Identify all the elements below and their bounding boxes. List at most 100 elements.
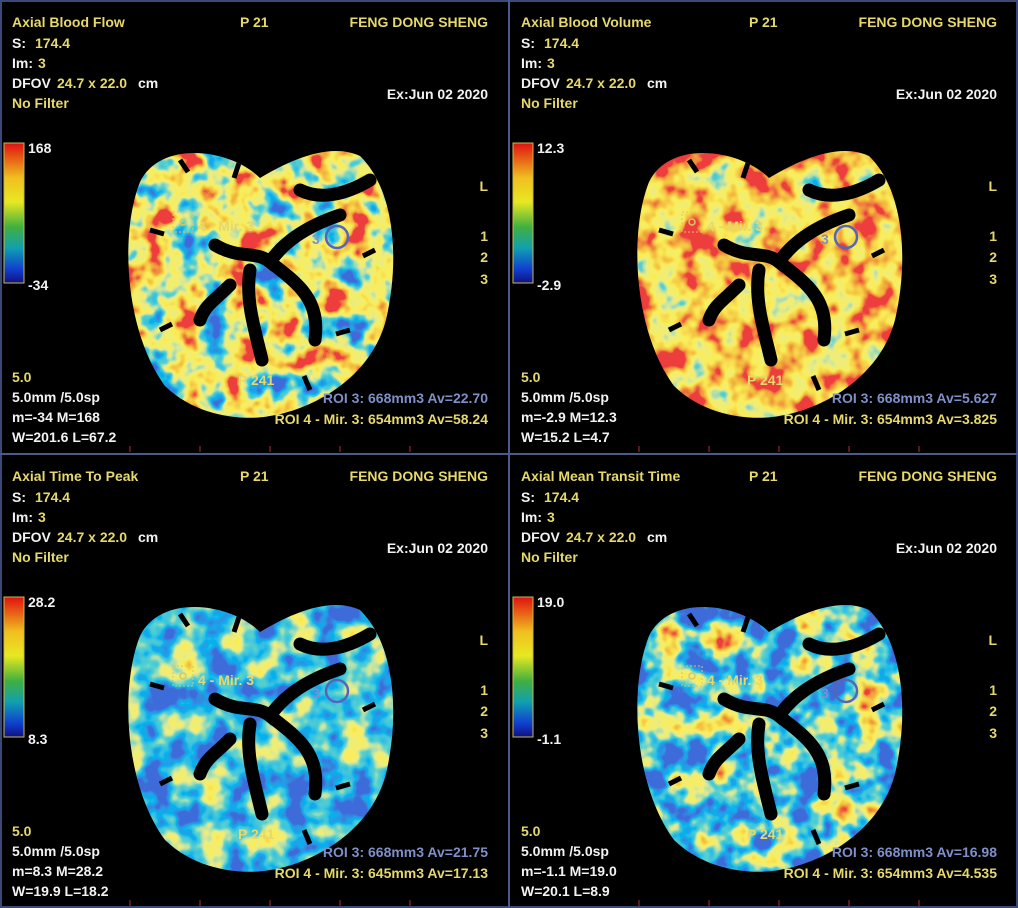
brain-map bbox=[128, 151, 394, 418]
ventricles bbox=[193, 173, 377, 367]
colorbar-min: -34 bbox=[28, 277, 48, 293]
roi-dot bbox=[688, 672, 696, 680]
value: 24.7 x 22.0 bbox=[57, 529, 127, 545]
side-label: L bbox=[479, 178, 488, 194]
roi-label: 4 - Mir. 3 bbox=[198, 672, 254, 688]
roi-dot bbox=[179, 672, 187, 680]
spacing: 5.0mm /5.0sp bbox=[521, 389, 609, 405]
ventricles bbox=[702, 627, 886, 821]
image-label: P 241 bbox=[747, 372, 784, 388]
unit: cm bbox=[647, 75, 667, 91]
roi-circle bbox=[833, 224, 859, 250]
sulci bbox=[658, 158, 886, 391]
spacing: 5.0mm /5.0sp bbox=[12, 389, 100, 405]
roi-stat: ROI 4 - Mir. 3: 654mm3 Av=4.535 bbox=[784, 865, 998, 881]
slice-thickness: 5.0 bbox=[521, 823, 541, 839]
side-label: L bbox=[479, 632, 488, 648]
side-label: L bbox=[988, 178, 997, 194]
side-label: 3 bbox=[989, 725, 997, 741]
spacing: 5.0mm /5.0sp bbox=[521, 843, 609, 859]
panel: Axial Blood Flow P 21 FENG DONG SHENG S: 174… bbox=[3, 14, 489, 452]
spacing: 5.0mm /5.0sp bbox=[12, 843, 100, 859]
roi-label: 3 bbox=[821, 685, 829, 701]
colorbar bbox=[512, 596, 534, 738]
side-label: 1 bbox=[989, 682, 997, 698]
title: Axial Blood Volume bbox=[521, 14, 652, 30]
roi-stat: ROI 4 - Mir. 3: 654mm3 Av=58.24 bbox=[275, 411, 489, 427]
roi-label: 4 - Mir. 3 bbox=[707, 672, 763, 688]
value: 3 bbox=[547, 55, 555, 71]
ventricles bbox=[193, 627, 377, 821]
side-label: 1 bbox=[989, 228, 997, 244]
range: m=8.3 M=28.2 bbox=[12, 863, 103, 879]
roi-label: 4 - Mir. 3 bbox=[707, 218, 763, 234]
value: 24.7 x 22.0 bbox=[57, 75, 127, 91]
range: m=-34 M=168 bbox=[12, 409, 100, 425]
filter: No Filter bbox=[521, 95, 578, 111]
roi-circle bbox=[833, 678, 859, 704]
filter: No Filter bbox=[12, 549, 69, 565]
exam-date: Ex:Jun 02 2020 bbox=[387, 540, 488, 556]
side-label: 3 bbox=[989, 271, 997, 287]
label: Im: bbox=[521, 55, 542, 71]
roi-label: 3 bbox=[312, 231, 320, 247]
brain-map bbox=[637, 605, 903, 872]
label: DFOV bbox=[12, 75, 52, 91]
side-label: 2 bbox=[989, 249, 997, 265]
value: 174.4 bbox=[35, 489, 70, 505]
side-label: 2 bbox=[989, 703, 997, 719]
unit: cm bbox=[138, 529, 158, 545]
panel: Axial Time To Peak P 21 FENG DONG SHENG S: 1… bbox=[3, 468, 489, 906]
label: S: bbox=[521, 35, 535, 51]
side-label: 3 bbox=[480, 271, 488, 287]
roi-mirror bbox=[681, 211, 703, 233]
label: S: bbox=[12, 489, 26, 505]
side-label: 2 bbox=[480, 703, 488, 719]
roi-stat: ROI 3: 668mm3 Av=21.75 bbox=[323, 844, 488, 860]
roi-stat: ROI 3: 668mm3 Av=5.627 bbox=[832, 390, 997, 406]
sulci bbox=[658, 612, 886, 845]
roi-circle bbox=[324, 224, 350, 250]
roi-mirror bbox=[681, 665, 703, 687]
colorbar bbox=[3, 596, 25, 738]
value: 174.4 bbox=[35, 35, 70, 51]
panel: Axial Mean Transit Time P 21 FENG DONG SHE… bbox=[512, 468, 998, 906]
exam-date: Ex:Jun 02 2020 bbox=[387, 86, 488, 102]
exam-date: Ex:Jun 02 2020 bbox=[896, 86, 997, 102]
series: P 21 bbox=[240, 468, 269, 484]
patient-name: FENG DONG SHENG bbox=[350, 14, 489, 30]
colorbar bbox=[512, 142, 534, 284]
colorbar-min: -2.9 bbox=[537, 277, 561, 293]
value: 3 bbox=[547, 509, 555, 525]
patient-name: FENG DONG SHENG bbox=[350, 468, 489, 484]
side-label: 1 bbox=[480, 682, 488, 698]
side-label: L bbox=[988, 632, 997, 648]
value: 174.4 bbox=[544, 35, 579, 51]
range: m=-2.9 M=12.3 bbox=[521, 409, 617, 425]
brain-map bbox=[128, 605, 394, 872]
label: DFOV bbox=[521, 75, 561, 91]
value: 3 bbox=[38, 509, 46, 525]
window: W=19.9 L=18.2 bbox=[12, 883, 109, 899]
colorbar-max: 168 bbox=[28, 140, 52, 156]
label: DFOV bbox=[521, 529, 561, 545]
window: W=20.1 L=8.9 bbox=[521, 883, 610, 899]
roi-mirror bbox=[172, 211, 194, 233]
sulci bbox=[149, 612, 377, 845]
slice-thickness: 5.0 bbox=[12, 369, 32, 385]
value: 24.7 x 22.0 bbox=[566, 529, 636, 545]
roi-label: 3 bbox=[312, 685, 320, 701]
unit: cm bbox=[138, 75, 158, 91]
patient-name: FENG DONG SHENG bbox=[859, 14, 998, 30]
series: P 21 bbox=[240, 14, 269, 30]
colorbar-max: 19.0 bbox=[537, 594, 564, 610]
patient-name: FENG DONG SHENG bbox=[859, 468, 998, 484]
image-label: P 241 bbox=[747, 826, 784, 842]
colorbar-min: 8.3 bbox=[28, 731, 48, 747]
roi-label: 3 bbox=[821, 231, 829, 247]
roi-label: 4 - Mir. 3 bbox=[198, 218, 254, 234]
window: W=201.6 L=67.2 bbox=[12, 429, 117, 445]
exam-date: Ex:Jun 02 2020 bbox=[896, 540, 997, 556]
